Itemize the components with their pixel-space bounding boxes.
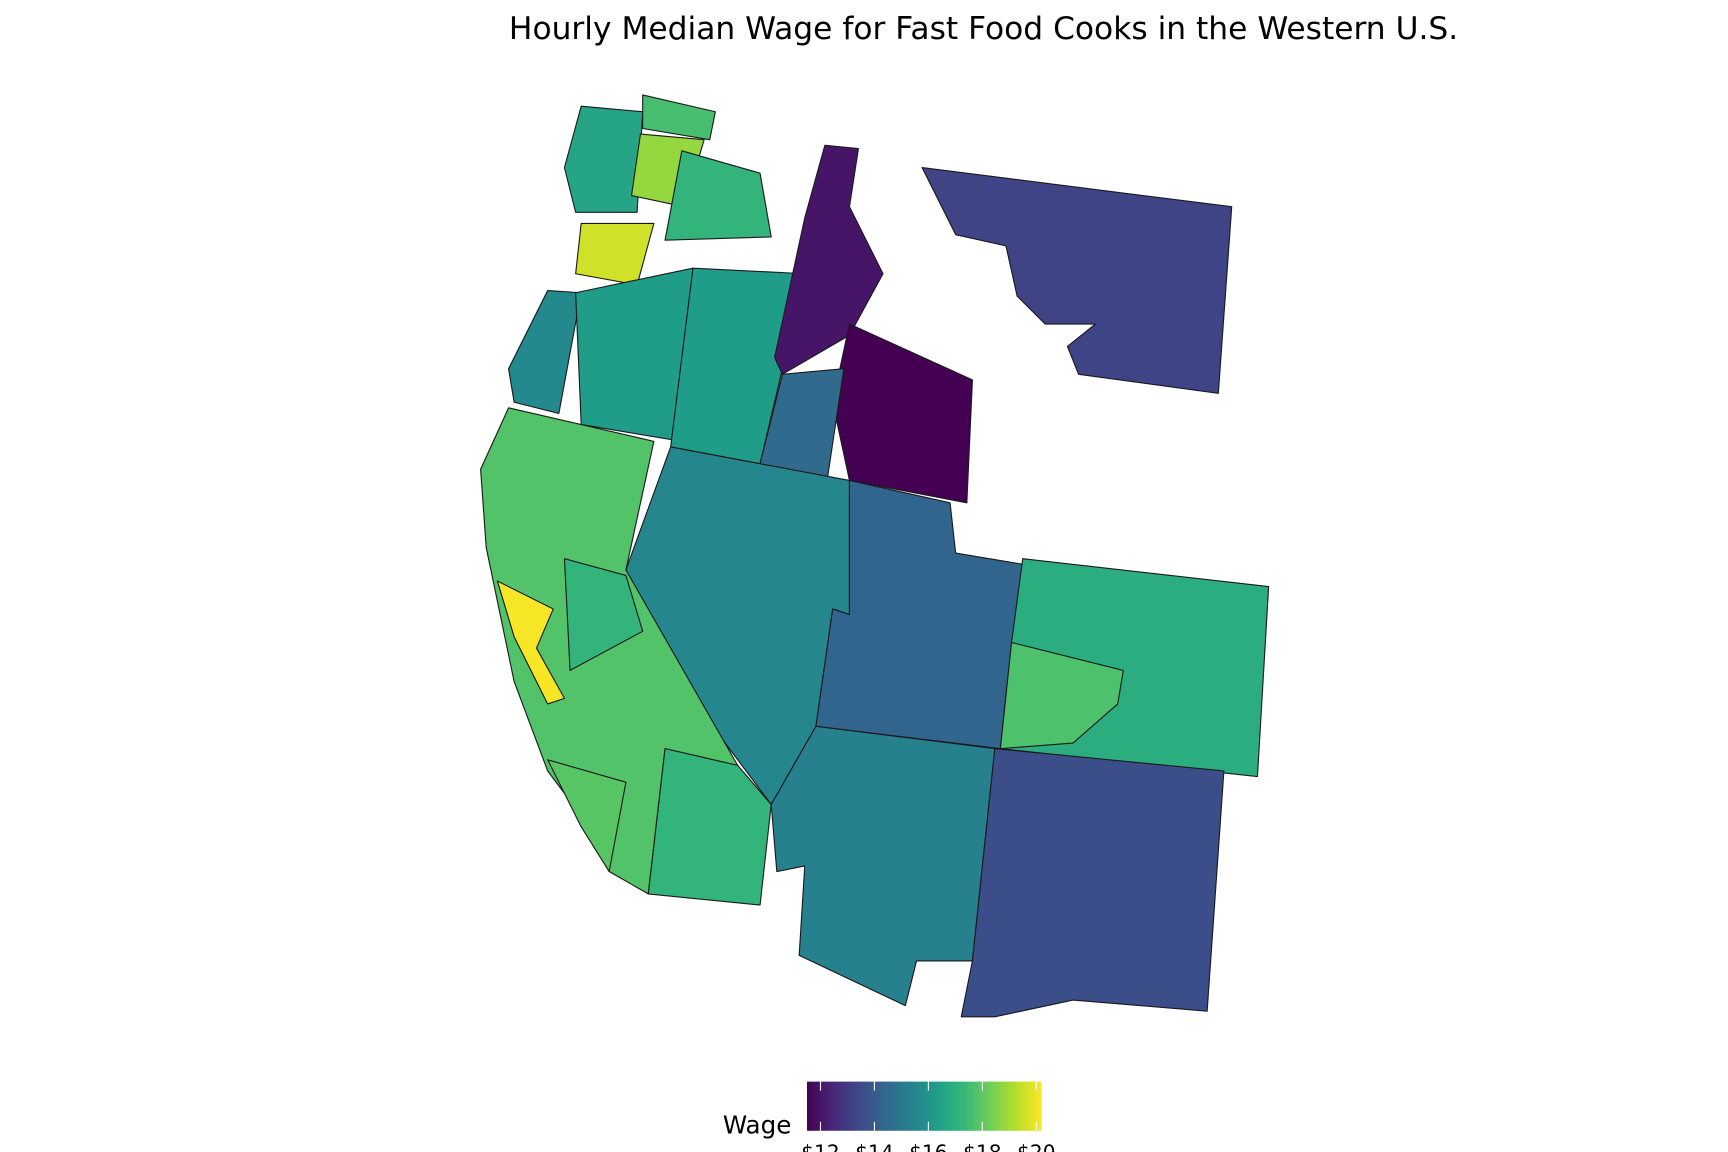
colorbar-tick-label: $18 [963, 1141, 1001, 1152]
region [960, 748, 1225, 1018]
region [642, 94, 716, 141]
region [575, 222, 655, 286]
region [647, 748, 772, 906]
regions [480, 94, 1270, 1018]
region [664, 150, 772, 241]
region [832, 323, 973, 504]
region [508, 289, 582, 414]
region [547, 759, 627, 873]
legend-title: Wage [723, 1110, 792, 1139]
region [496, 580, 566, 705]
region [563, 558, 644, 671]
colorbar-tick-label: $12 [801, 1141, 839, 1152]
region [999, 641, 1124, 750]
region [770, 725, 996, 1007]
region [563, 105, 644, 213]
colorbar-tick-label: $14 [855, 1141, 893, 1152]
colorbar-tick-label: $20 [1017, 1141, 1055, 1152]
map-title: Hourly Median Wage for Fast Food Cooks i… [509, 11, 1458, 47]
colorbar [806, 1081, 1042, 1131]
colorbar-tick-label: $16 [909, 1141, 947, 1152]
region [921, 167, 1233, 394]
